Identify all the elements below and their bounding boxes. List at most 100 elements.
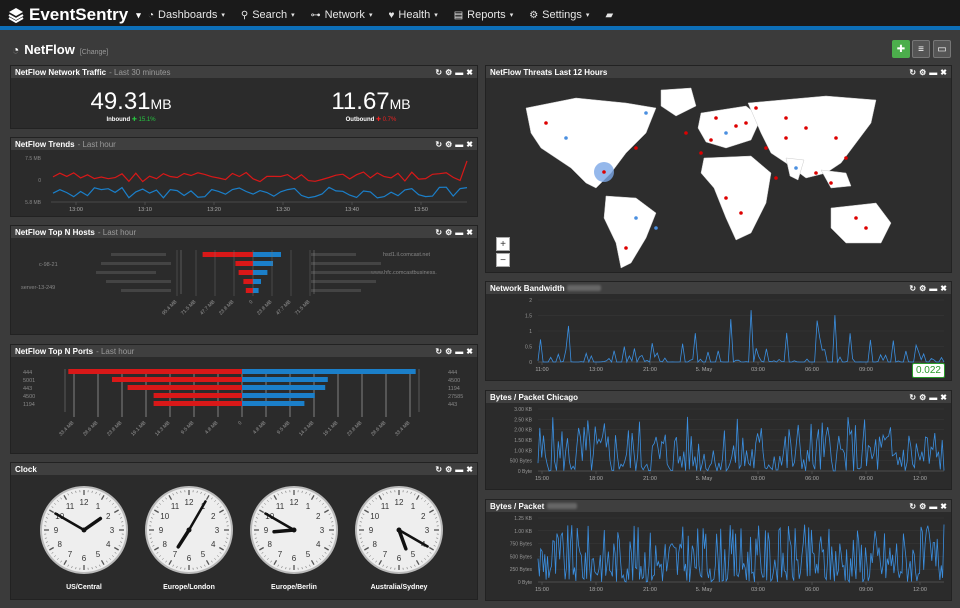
bytes-packet-chart: 1.25 KB 1.00 KB 750 Bytes 500 Bytes 250 Byte… bbox=[510, 516, 945, 593]
minimize-icon[interactable]: ▬ bbox=[929, 501, 938, 511]
settings-toggle-button[interactable]: ≡ bbox=[912, 40, 930, 58]
nav-settings[interactable]: ⚙ Settings ▾ bbox=[521, 0, 597, 30]
minimize-icon[interactable]: ▬ bbox=[455, 67, 464, 77]
clock-tick bbox=[162, 500, 164, 502]
brand-menu[interactable]: EventSentry ▾ bbox=[8, 4, 141, 26]
close-icon[interactable]: ✖ bbox=[466, 464, 473, 474]
minimize-icon[interactable]: ▬ bbox=[455, 227, 464, 237]
refresh-icon[interactable]: ↻ bbox=[909, 501, 917, 511]
close-icon[interactable]: ✖ bbox=[466, 67, 473, 77]
gear-icon[interactable]: ⚙ bbox=[919, 392, 927, 402]
close-icon[interactable]: ✖ bbox=[940, 501, 947, 511]
chevron-down-icon: ▾ bbox=[221, 12, 225, 19]
close-icon[interactable]: ✖ bbox=[940, 67, 947, 77]
outbound-bar bbox=[242, 401, 305, 406]
close-icon[interactable]: ✖ bbox=[466, 227, 473, 237]
close-icon[interactable]: ✖ bbox=[466, 139, 473, 149]
top-hosts-chart: c-98-21 server-13-249 hsd1.il.comcast.net w… bbox=[21, 250, 437, 317]
nav-network-label: Network bbox=[324, 9, 365, 21]
clock-tick bbox=[277, 564, 279, 567]
x-tick-label: 23.8 MB bbox=[256, 299, 274, 317]
port-label-right: 4500 bbox=[448, 378, 460, 384]
x-tick-label: 03:00 bbox=[751, 367, 765, 373]
zoom-out-button[interactable]: − bbox=[496, 253, 510, 267]
fullscreen-button[interactable]: ▭ bbox=[933, 40, 951, 58]
clock-tick bbox=[172, 564, 174, 567]
nav-reports[interactable]: ▤ Reports ▾ bbox=[446, 0, 522, 30]
minimize-icon[interactable]: ▬ bbox=[455, 139, 464, 149]
gear-icon[interactable]: ⚙ bbox=[445, 227, 453, 237]
clock-numeral: 7 bbox=[383, 550, 388, 559]
x-tick-label: 21:00 bbox=[643, 587, 657, 593]
clock-tick bbox=[200, 491, 202, 494]
gear-icon[interactable]: ⚙ bbox=[445, 139, 453, 149]
clock-tick bbox=[67, 564, 69, 567]
gear-icon[interactable]: ⚙ bbox=[919, 501, 927, 511]
refresh-icon[interactable]: ↻ bbox=[435, 464, 443, 474]
nav-health[interactable]: ♥ Health ▾ bbox=[380, 0, 445, 30]
close-icon[interactable]: ✖ bbox=[466, 346, 473, 356]
asia-shape bbox=[747, 95, 877, 179]
nav-search-label: Search bbox=[252, 9, 288, 21]
minimize-icon[interactable]: ▬ bbox=[929, 283, 938, 293]
refresh-icon[interactable]: ↻ bbox=[435, 227, 443, 237]
inbound-series-line bbox=[52, 160, 468, 183]
chevron-down-icon: ▾ bbox=[368, 12, 373, 19]
nav-dashboards[interactable]: ◔ Dashboards ▾ bbox=[140, 0, 233, 30]
host-label-right: www.hfc.comcastbusiness. bbox=[370, 270, 437, 276]
refresh-icon[interactable]: ↻ bbox=[435, 346, 443, 356]
clock-tick bbox=[114, 552, 117, 554]
widget-title: NetFlow Trends bbox=[15, 139, 75, 149]
clock-numeral: 11 bbox=[66, 502, 75, 511]
inbound-bar bbox=[243, 279, 253, 284]
sliders-icon: ≡ bbox=[918, 43, 924, 55]
clock-tick bbox=[309, 493, 311, 496]
clock-tick bbox=[424, 558, 426, 560]
gear-icon[interactable]: ⚙ bbox=[445, 346, 453, 356]
clock-tick bbox=[281, 566, 283, 569]
chat-icon: ▰ bbox=[605, 9, 614, 21]
world-threat-map[interactable] bbox=[486, 78, 951, 272]
x-tick-label: 03:00 bbox=[751, 476, 765, 482]
port-label-left: 4500 bbox=[23, 394, 35, 400]
australia-shape bbox=[830, 202, 892, 244]
close-icon[interactable]: ✖ bbox=[940, 283, 947, 293]
redacted-host-right bbox=[311, 280, 376, 283]
clock-tick bbox=[57, 558, 59, 560]
clock-tick bbox=[281, 491, 283, 494]
refresh-icon[interactable]: ↻ bbox=[909, 67, 917, 77]
refresh-icon[interactable]: ↻ bbox=[435, 139, 443, 149]
clock-tick bbox=[217, 503, 219, 505]
x-tick-label: 21:00 bbox=[643, 367, 657, 373]
change-dashboard-link[interactable]: [Change] bbox=[79, 49, 109, 56]
refresh-icon[interactable]: ↻ bbox=[435, 67, 443, 77]
clock-numeral: 4 bbox=[106, 540, 111, 549]
minimize-icon[interactable]: ▬ bbox=[455, 346, 464, 356]
minimize-icon[interactable]: ▬ bbox=[929, 67, 938, 77]
gear-icon[interactable]: ⚙ bbox=[919, 67, 927, 77]
gear-icon[interactable]: ⚙ bbox=[445, 464, 453, 474]
y-tick-label: 1.00 KB bbox=[514, 448, 532, 454]
widget-title: NetFlow Top N Hosts bbox=[15, 227, 95, 237]
refresh-icon[interactable]: ↻ bbox=[909, 283, 917, 293]
gear-icon[interactable]: ⚙ bbox=[919, 283, 927, 293]
bandwidth-chart: 2 1.5 1 0.5 011:00 13:00 21:00 5. May 03:00 06:00… bbox=[525, 298, 945, 373]
clock-tick bbox=[114, 506, 117, 508]
clock-numeral: 2 bbox=[106, 512, 111, 521]
close-icon[interactable]: ✖ bbox=[940, 392, 947, 402]
nav-search[interactable]: ⚲ Search ▾ bbox=[233, 0, 303, 30]
nav-chat[interactable]: ▰ bbox=[597, 0, 621, 30]
clock-tick bbox=[362, 545, 365, 547]
refresh-icon[interactable]: ↻ bbox=[909, 392, 917, 402]
clock-face: 123456789101112 bbox=[250, 486, 338, 574]
clock-tick bbox=[382, 493, 384, 496]
nav-network[interactable]: ⊶ Network ▾ bbox=[303, 0, 381, 30]
add-widget-button[interactable]: ✚ bbox=[892, 40, 910, 58]
zoom-in-button[interactable]: + bbox=[496, 237, 510, 251]
widget-title: NetFlow Threats Last 12 Hours bbox=[490, 67, 608, 77]
minimize-icon[interactable]: ▬ bbox=[455, 464, 464, 474]
clock-tick bbox=[270, 497, 272, 500]
widget-subtitle: - Last 30 minutes bbox=[109, 67, 171, 77]
minimize-icon[interactable]: ▬ bbox=[929, 392, 938, 402]
gear-icon[interactable]: ⚙ bbox=[445, 67, 453, 77]
